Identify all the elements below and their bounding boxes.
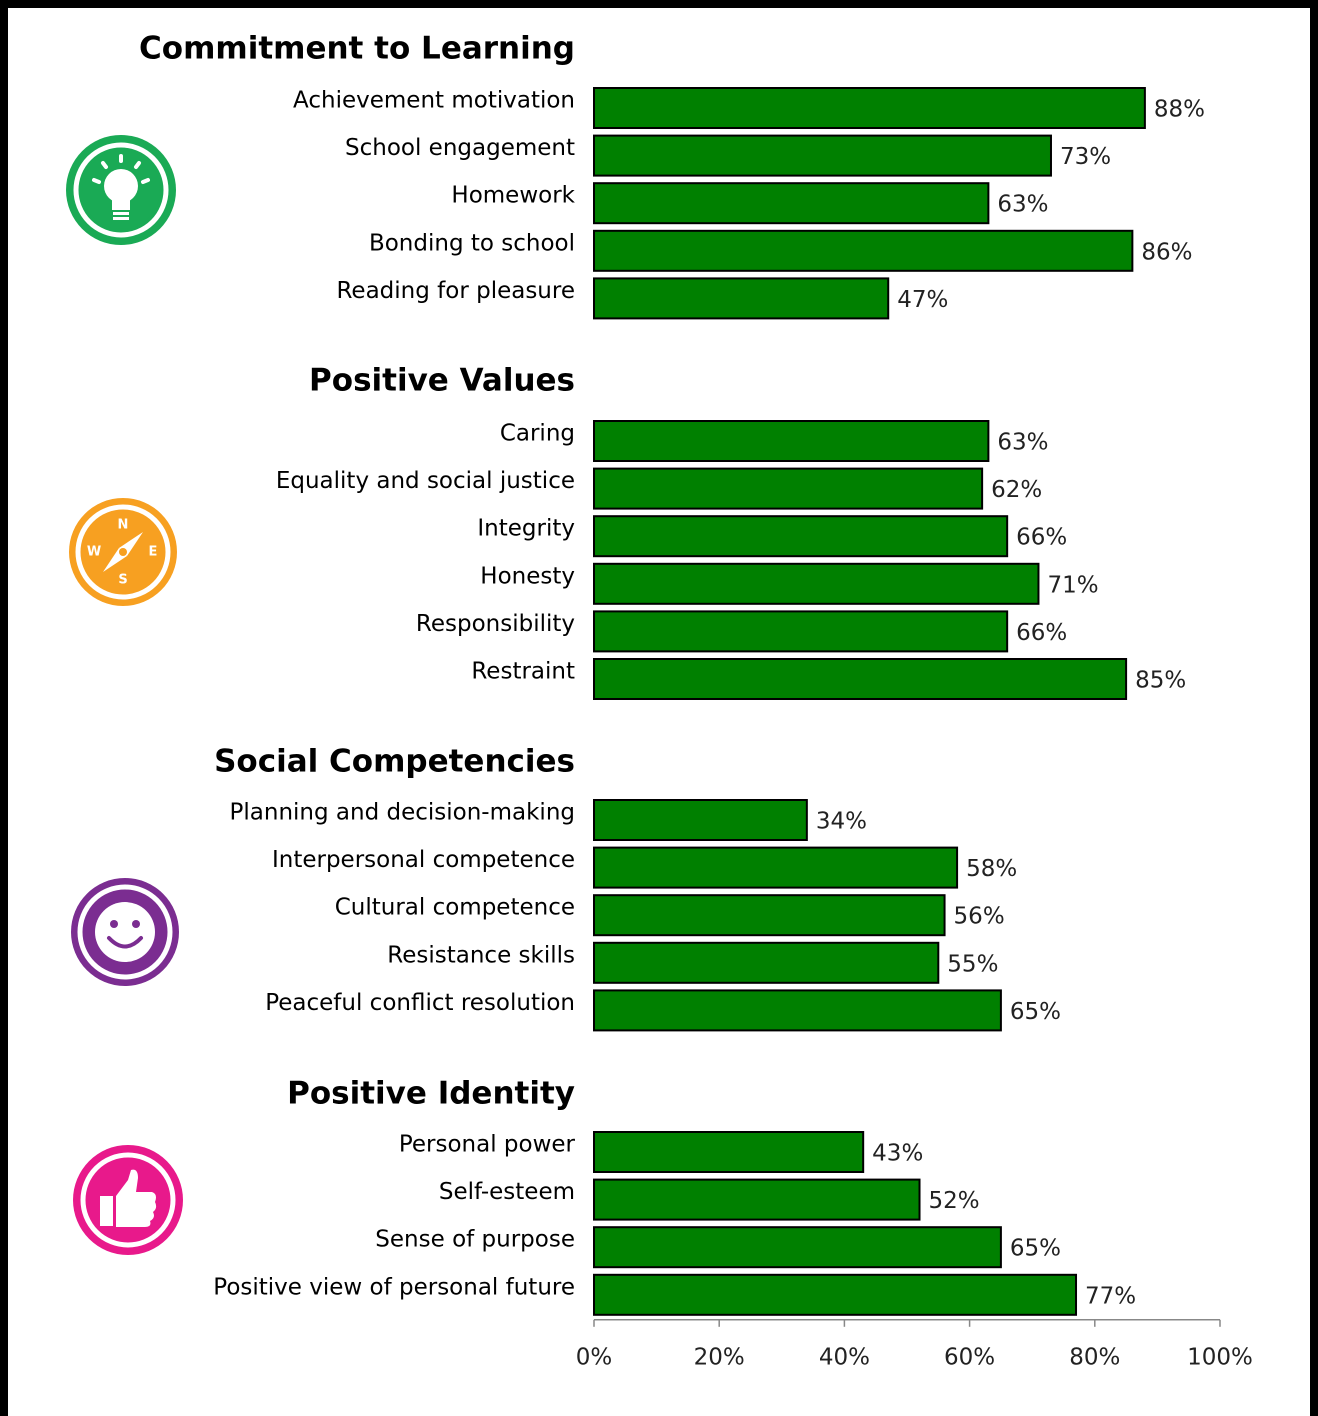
bar bbox=[593, 562, 1040, 605]
frame-left bbox=[0, 0, 8, 1416]
category-label: Personal power bbox=[399, 1132, 576, 1158]
bar bbox=[593, 799, 808, 841]
bar bbox=[593, 277, 890, 320]
frame-top bbox=[0, 0, 1318, 8]
group-title: Commitment to Learning bbox=[139, 31, 575, 67]
compass-letter: E bbox=[149, 545, 158, 560]
bulb-icon bbox=[66, 135, 176, 245]
x-tick-label: 40% bbox=[819, 1344, 870, 1370]
bar bbox=[593, 1178, 921, 1221]
bar bbox=[593, 515, 1009, 558]
value-label: 71% bbox=[1047, 572, 1098, 598]
category-label: Responsibility bbox=[416, 611, 575, 637]
value-label: 66% bbox=[1016, 620, 1067, 646]
thumbs-up-icon bbox=[73, 1145, 183, 1255]
group-title: Social Competencies bbox=[214, 744, 575, 780]
bar bbox=[593, 134, 1052, 177]
bar bbox=[593, 1273, 1078, 1316]
x-tick-label: 0% bbox=[576, 1344, 613, 1370]
frame-right bbox=[1310, 0, 1318, 1416]
compass-letter: N bbox=[118, 518, 129, 533]
value-label: 73% bbox=[1060, 144, 1111, 170]
bar bbox=[593, 610, 1009, 653]
category-label: Positive view of personal future bbox=[213, 1274, 575, 1300]
group-title: Positive Values bbox=[309, 363, 575, 399]
value-label: 63% bbox=[997, 430, 1048, 456]
value-label: 86% bbox=[1141, 239, 1192, 265]
category-label: Planning and decision-making bbox=[230, 800, 575, 826]
bar bbox=[593, 87, 1146, 129]
category-label: Bonding to school bbox=[369, 230, 575, 256]
category-label: Cultural competence bbox=[335, 895, 575, 921]
value-label: 85% bbox=[1135, 668, 1186, 694]
category-label: Resistance skills bbox=[387, 942, 575, 968]
value-label: 52% bbox=[929, 1188, 980, 1214]
category-label: Reading for pleasure bbox=[336, 278, 575, 304]
value-label: 56% bbox=[954, 904, 1005, 930]
bar bbox=[593, 467, 984, 510]
category-label: Honesty bbox=[480, 563, 575, 589]
category-label: Equality and social justice bbox=[276, 468, 575, 494]
bar bbox=[593, 420, 990, 462]
x-tick-label: 60% bbox=[944, 1344, 995, 1370]
bar bbox=[593, 1131, 865, 1173]
bar bbox=[593, 846, 959, 889]
value-label: 65% bbox=[1010, 1236, 1061, 1262]
value-label: 66% bbox=[1016, 525, 1067, 551]
category-label: Integrity bbox=[477, 516, 575, 542]
category-label: Caring bbox=[500, 421, 575, 447]
x-tick-label: 100% bbox=[1187, 1344, 1253, 1370]
bar bbox=[593, 1226, 1002, 1269]
bar bbox=[593, 182, 990, 225]
bar bbox=[593, 658, 1128, 700]
value-label: 65% bbox=[1010, 999, 1061, 1025]
category-label: Peaceful conflict resolution bbox=[265, 990, 575, 1016]
category-label: School engagement bbox=[345, 135, 575, 161]
x-tick-label: 20% bbox=[694, 1344, 745, 1370]
value-label: 34% bbox=[816, 809, 867, 835]
bar bbox=[593, 989, 1002, 1032]
compass-letter: W bbox=[87, 545, 101, 560]
bar bbox=[593, 941, 940, 984]
compass-icon: N W E S bbox=[69, 498, 177, 606]
value-label: 43% bbox=[872, 1141, 923, 1167]
value-label: 63% bbox=[997, 192, 1048, 218]
value-label: 47% bbox=[897, 287, 948, 313]
value-label: 88% bbox=[1154, 97, 1205, 123]
value-label: 58% bbox=[966, 856, 1017, 882]
value-label: 62% bbox=[991, 477, 1042, 503]
bar bbox=[593, 894, 946, 937]
category-label: Restraint bbox=[471, 659, 575, 685]
smiley-icon bbox=[71, 878, 179, 986]
category-label: Homework bbox=[451, 183, 575, 209]
value-label: 55% bbox=[947, 951, 998, 977]
x-tick-label: 80% bbox=[1069, 1344, 1120, 1370]
value-label: 77% bbox=[1085, 1283, 1136, 1309]
category-label: Self-esteem bbox=[439, 1179, 575, 1205]
category-label: Achievement motivation bbox=[293, 88, 575, 114]
group-title: Positive Identity bbox=[287, 1076, 575, 1112]
bar bbox=[593, 229, 1134, 272]
compass-letter: S bbox=[118, 573, 127, 588]
category-label: Interpersonal competence bbox=[272, 847, 575, 873]
category-label: Sense of purpose bbox=[375, 1227, 575, 1253]
